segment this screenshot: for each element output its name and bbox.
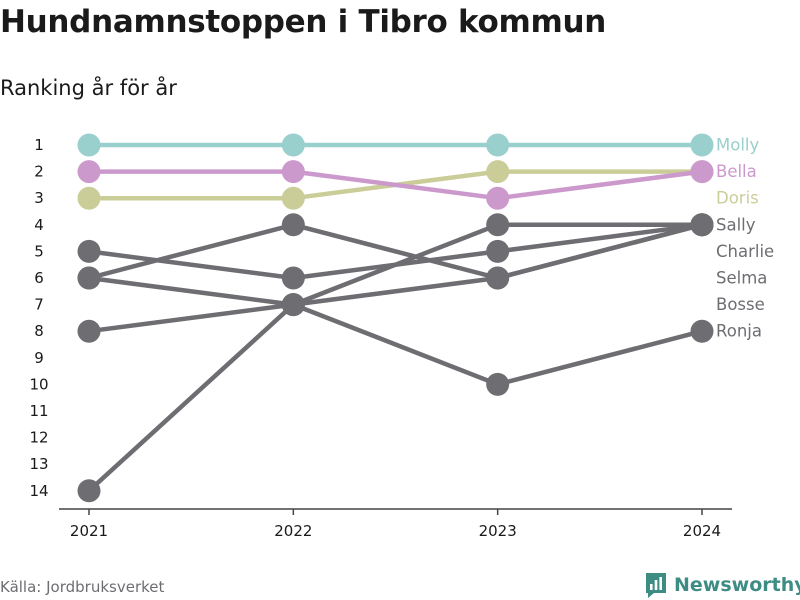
series-line-ronja xyxy=(86,302,705,387)
data-point-bosse xyxy=(690,213,714,237)
data-point-bella xyxy=(690,160,714,184)
series-label-charlie: Charlie xyxy=(716,242,774,261)
x-tick-label: 2021 xyxy=(70,522,108,540)
chart-title: Hundnamnstoppen i Tibro kommun xyxy=(0,4,607,40)
brand-name: Newsworthy xyxy=(674,574,800,596)
series-line-bosse xyxy=(86,222,705,494)
y-tick-label: 11 xyxy=(29,402,48,420)
data-point-selma xyxy=(77,266,101,290)
data-point-ronja xyxy=(690,319,714,343)
series-label-sally: Sally xyxy=(716,215,756,234)
series-label-bella: Bella xyxy=(716,162,757,181)
data-point-molly xyxy=(77,133,101,157)
data-point-bella xyxy=(77,160,101,184)
y-tick-label: 12 xyxy=(29,429,48,447)
y-tick-label: 14 xyxy=(29,482,48,500)
y-tick-label: 2 xyxy=(34,163,44,181)
data-point-molly xyxy=(690,133,714,157)
data-point-bella xyxy=(486,186,510,210)
data-point-doris xyxy=(77,186,101,210)
data-point-bella xyxy=(281,160,305,184)
x-tick-label: 2023 xyxy=(479,522,517,540)
data-point-charlie xyxy=(77,239,101,263)
data-point-ronja xyxy=(281,293,305,317)
y-tick-label: 8 xyxy=(34,322,44,340)
series-label-ronja: Ronja xyxy=(716,322,762,341)
data-point-sally xyxy=(486,213,510,237)
data-point-charlie xyxy=(486,239,510,263)
y-tick-label: 4 xyxy=(34,216,44,234)
chart-subtitle: Ranking år för år xyxy=(0,76,177,100)
y-tick-label: 9 xyxy=(34,349,44,367)
series-line-bella xyxy=(86,169,705,201)
x-tick-label: 2024 xyxy=(683,522,721,540)
data-point-bosse xyxy=(77,479,101,503)
data-point-doris xyxy=(486,160,510,184)
y-tick-label: 13 xyxy=(29,455,48,473)
y-tick-label: 7 xyxy=(34,296,44,314)
series-label-selma: Selma xyxy=(716,269,767,288)
data-point-charlie xyxy=(281,266,305,290)
data-point-molly xyxy=(281,133,305,157)
y-tick-label: 6 xyxy=(34,269,44,287)
series-label-molly: Molly xyxy=(716,136,759,155)
data-point-molly xyxy=(486,133,510,157)
data-point-doris xyxy=(281,186,305,210)
x-tick-label: 2022 xyxy=(274,522,312,540)
source-note: Källa: Jordbruksverket xyxy=(0,578,165,596)
data-point-selma xyxy=(281,213,305,237)
y-tick-label: 3 xyxy=(34,189,44,207)
bar-chart-logo-icon xyxy=(646,573,666,598)
data-point-ronja xyxy=(486,372,510,396)
brand-logo: Newsworthy xyxy=(644,570,800,600)
y-tick-label: 1 xyxy=(34,136,44,154)
y-tick-label: 10 xyxy=(29,375,48,393)
data-point-ronja xyxy=(77,319,101,343)
series-label-doris: Doris xyxy=(716,189,759,208)
data-point-bosse xyxy=(486,266,510,290)
series-line-selma xyxy=(86,222,705,281)
series-label-bosse: Bosse xyxy=(716,295,765,314)
series-line-charlie xyxy=(86,222,705,281)
y-tick-label: 5 xyxy=(34,242,44,260)
